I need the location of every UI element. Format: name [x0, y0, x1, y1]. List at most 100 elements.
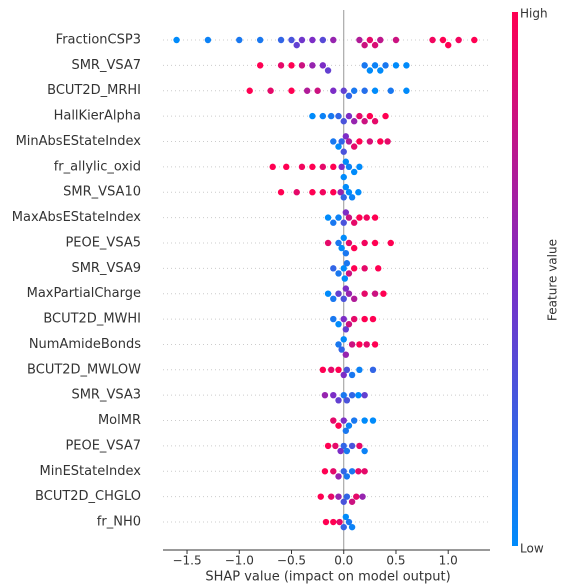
shap-dot: [403, 62, 410, 69]
shap-dot: [335, 366, 342, 374]
shap-dot: [369, 366, 377, 374]
shap-dot: [348, 194, 356, 201]
shap-dot: [353, 493, 360, 500]
shap-dot: [350, 168, 358, 176]
shap-dot: [350, 265, 358, 272]
shap-dot: [340, 234, 347, 242]
shap-dot: [345, 189, 353, 196]
shap-dot: [330, 163, 337, 171]
shap-dot: [345, 138, 353, 145]
shap-dot: [330, 189, 337, 196]
shap-dot: [317, 493, 324, 500]
shap-dot: [324, 214, 332, 221]
shap-dot: [345, 320, 353, 328]
shap-dot: [343, 366, 351, 374]
x-tick-label: −1.5: [172, 554, 201, 568]
feature-label: SMR_VSA10: [63, 185, 141, 200]
colorbar: [512, 12, 518, 546]
feature-label: fr_NH0: [97, 515, 141, 530]
shap-dot: [471, 36, 478, 44]
shap-dot: [335, 493, 342, 500]
feature-label: MinEStateIndex: [40, 464, 142, 479]
shap-dot: [387, 239, 394, 247]
shap-dot: [455, 36, 462, 44]
shap-dot: [328, 493, 335, 500]
shap-dot: [371, 41, 379, 49]
shap-dot: [330, 417, 337, 424]
shap-dot: [371, 87, 379, 94]
shap-dot: [340, 295, 347, 303]
shap-dot: [380, 290, 387, 297]
shap-dot: [337, 189, 344, 196]
feature-label: fr_allylic_oxid: [54, 159, 141, 174]
feature-label: PEOE_VSA7: [65, 438, 141, 453]
shap-dot: [371, 239, 379, 247]
shap-dot: [371, 214, 379, 221]
shap-dot: [342, 183, 350, 191]
shap-dot: [377, 36, 384, 44]
shap-dot: [298, 62, 306, 69]
shap-dot: [340, 442, 347, 450]
shap-dot: [330, 295, 337, 303]
shap-dot: [356, 163, 363, 171]
x-axis-label: SHAP value (impact on model output): [205, 570, 450, 585]
shap-dot: [445, 41, 452, 49]
shap-dot: [256, 62, 264, 69]
shap-dot: [337, 447, 344, 455]
shap-dot: [366, 138, 374, 145]
shap-dot: [340, 391, 347, 399]
feature-label: PEOE_VSA5: [65, 235, 141, 250]
shap-dot: [345, 422, 353, 429]
shap-dot: [350, 143, 358, 150]
shap-dot: [277, 62, 285, 69]
x-tick-label: 0.5: [386, 554, 405, 568]
shap-dot: [256, 36, 264, 44]
shap-dot: [321, 391, 329, 399]
shap-dot: [361, 468, 368, 475]
shap-dot: [335, 112, 342, 120]
shap-dot: [371, 341, 379, 348]
feature-label: SMR_VSA7: [71, 58, 141, 73]
shap-dot: [345, 92, 353, 100]
shap-dot: [350, 295, 358, 303]
shap-dot: [328, 112, 335, 120]
shap-dot: [348, 523, 356, 531]
shap-dot: [342, 209, 350, 216]
shap-dot: [345, 518, 353, 526]
shap-dot: [338, 163, 345, 171]
shap-dot: [340, 118, 347, 125]
shap-dot: [350, 219, 358, 226]
shap-dot: [345, 290, 353, 297]
shap-dot: [342, 133, 350, 140]
shap-dot: [319, 62, 327, 69]
shap-dot: [309, 62, 316, 69]
shap-dot: [341, 275, 348, 282]
shap-dot: [361, 62, 368, 69]
shap-dot: [340, 87, 347, 94]
shap-dot: [371, 62, 379, 69]
shap-dot: [298, 163, 306, 171]
shap-dot: [342, 250, 350, 257]
shap-dot: [309, 163, 316, 171]
x-tick-label: −0.5: [277, 554, 306, 568]
shap-dot: [369, 417, 377, 424]
shap-dot: [382, 112, 389, 120]
shap-dot: [355, 189, 362, 196]
shap-dot: [340, 219, 347, 226]
shap-dot: [429, 36, 436, 44]
shap-dot: [340, 315, 347, 323]
feature-label: SMR_VSA3: [71, 388, 141, 403]
shap-dot: [348, 391, 356, 399]
shap-dot: [345, 239, 353, 247]
shap-dot: [345, 214, 353, 221]
shap-dot: [330, 265, 337, 272]
shap-dot: [387, 87, 394, 94]
shap-dot: [335, 422, 342, 429]
feature-label: MinAbsEStateIndex: [16, 134, 142, 149]
shap-dot: [340, 498, 347, 505]
shap-dot: [319, 112, 327, 120]
shap-dot: [377, 138, 384, 145]
feature-label: BCUT2D_MRHI: [47, 83, 141, 98]
shap-dot: [363, 214, 370, 221]
